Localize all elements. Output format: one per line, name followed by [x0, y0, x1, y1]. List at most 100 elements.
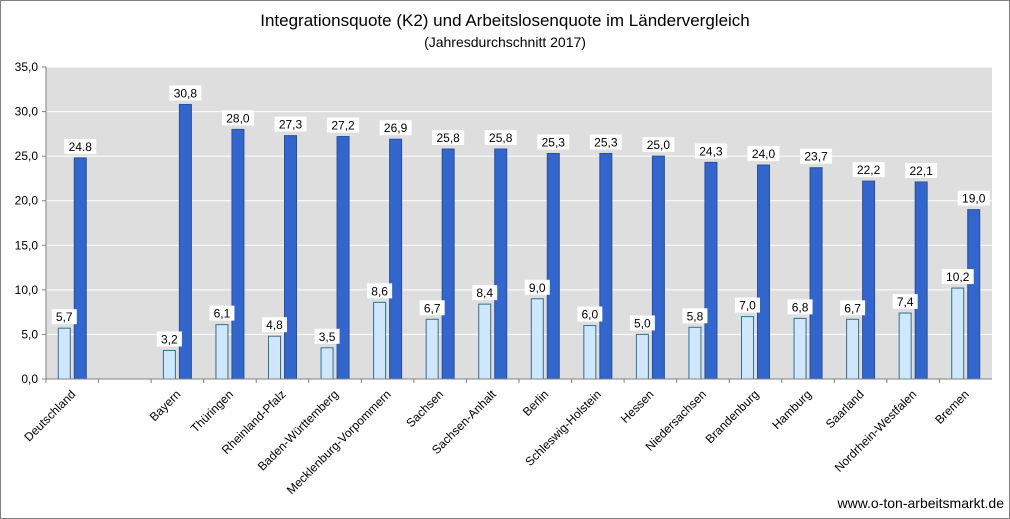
- data-label: 8,4: [476, 286, 493, 300]
- data-labels: 5,7 24.8 3,2 30,8 6,1 28,0 4,8 27,3 3,5 27,2 8,6 26…: [51, 85, 990, 347]
- category-label: Brandenburg: [703, 387, 762, 446]
- data-label-box: [941, 269, 974, 285]
- data-label-box: [367, 283, 393, 299]
- data-label-box: [840, 300, 866, 316]
- unemployment-bar: [967, 209, 981, 380]
- unemployment-bar: [914, 181, 928, 380]
- integration-bar: [320, 347, 334, 380]
- integration-bar: [425, 318, 439, 380]
- data-label: 30,8: [174, 86, 198, 100]
- unemployment-bar: [651, 155, 665, 380]
- y-tick-label: 20,0: [15, 194, 39, 208]
- data-label-box: [905, 162, 938, 178]
- y-tick-label: 35,0: [15, 60, 39, 74]
- integration-bar: [583, 325, 597, 380]
- y-tick-label: 30,0: [15, 105, 39, 119]
- integration-bar: [478, 303, 492, 380]
- bars: [57, 103, 981, 380]
- data-label: 5,8: [687, 309, 704, 323]
- data-label-box: [589, 134, 622, 150]
- data-label: 26,9: [384, 121, 408, 135]
- data-label-box: [419, 300, 445, 316]
- data-label: 6,7: [844, 301, 861, 315]
- data-label: 8,6: [371, 284, 388, 298]
- data-label-box: [537, 134, 570, 150]
- y-axis: 0,0 5,0 10,0 15,0 20,0 25,0 30,0 35,0: [15, 60, 47, 386]
- category-label: Bremen: [932, 387, 972, 427]
- data-label: 19,0: [962, 192, 986, 206]
- unemployment-bar: [284, 135, 297, 380]
- category-label: Deutschland: [21, 387, 78, 444]
- data-label-box: [682, 308, 708, 324]
- data-label-box: [314, 328, 340, 344]
- data-label: 28,0: [226, 111, 250, 125]
- data-label: 25,8: [489, 131, 513, 145]
- data-label: 3,2: [161, 332, 178, 346]
- data-label: 5,7: [56, 310, 73, 324]
- data-label-box: [524, 279, 550, 295]
- data-label-box: [64, 138, 97, 154]
- integration-bar: [951, 287, 965, 380]
- data-label: 25,8: [436, 131, 460, 145]
- data-label: 24.8: [69, 140, 93, 154]
- data-label: 25,0: [647, 138, 671, 152]
- source-credit: www.o-ton-arbeitsmarkt.de: [837, 495, 1004, 511]
- data-label: 6,7: [424, 301, 441, 315]
- x-axis: Deutschland Bayern ThüringenRheinland-Pfal…: [21, 378, 992, 497]
- data-label-box: [852, 162, 885, 178]
- category-label: Saarland: [823, 387, 867, 431]
- data-label-box: [274, 116, 307, 132]
- data-label-box: [379, 120, 412, 136]
- data-label-box: [747, 146, 780, 162]
- category-label: Sachsen: [403, 387, 446, 430]
- y-tick-label: 15,0: [15, 238, 39, 252]
- category-label: Hessen: [618, 387, 657, 426]
- integration-bar: [688, 326, 702, 380]
- unemployment-bar: [599, 152, 613, 380]
- chart-title: Integrationsquote (K2) und Arbeitslosenq…: [260, 11, 750, 30]
- data-label: 25,3: [594, 135, 618, 149]
- data-label: 27,2: [331, 119, 355, 133]
- data-label-box: [800, 148, 833, 164]
- data-label: 3,5: [319, 330, 336, 344]
- data-label: 7,0: [739, 299, 756, 313]
- unemployment-bar: [231, 128, 245, 380]
- data-label-box: [472, 285, 498, 301]
- data-label: 24,3: [699, 144, 723, 158]
- gridlines: [46, 66, 992, 335]
- unemployment-bar: [389, 138, 403, 380]
- data-label: 27,3: [279, 118, 303, 132]
- data-label: 7,4: [897, 295, 914, 309]
- data-label-box: [787, 299, 813, 315]
- data-label-box: [156, 331, 182, 347]
- category-label: Hamburg: [769, 387, 814, 432]
- data-label-box: [51, 309, 77, 325]
- integration-bar: [162, 349, 176, 380]
- unemployment-bar: [546, 152, 560, 380]
- data-label-box: [642, 137, 675, 153]
- integration-bar: [793, 317, 807, 380]
- data-label-box: [432, 130, 465, 146]
- y-tick-label: 5,0: [21, 327, 38, 341]
- unemployment-bar: [704, 161, 718, 380]
- data-label: 25,3: [542, 135, 566, 149]
- y-tick-label: 0,0: [21, 372, 38, 386]
- integration-bar: [846, 318, 860, 380]
- integration-bar: [741, 316, 754, 380]
- data-label: 9,0: [529, 281, 546, 295]
- data-label-box: [327, 117, 360, 133]
- integration-bar: [635, 333, 649, 380]
- data-label-box: [209, 305, 235, 321]
- unemployment-bar: [862, 180, 876, 380]
- data-label: 4,8: [266, 318, 283, 332]
- data-label: 10,2: [946, 270, 970, 284]
- integration-bar: [215, 324, 229, 380]
- category-label: Bayern: [147, 387, 184, 424]
- data-label: 22,2: [857, 163, 881, 177]
- category-label: Mecklenburg-Vorpommern: [284, 387, 394, 497]
- y-tick-label: 10,0: [15, 283, 39, 297]
- data-label: 5,0: [634, 316, 651, 330]
- y-tick-label: 25,0: [15, 149, 39, 163]
- data-label-box: [892, 294, 918, 310]
